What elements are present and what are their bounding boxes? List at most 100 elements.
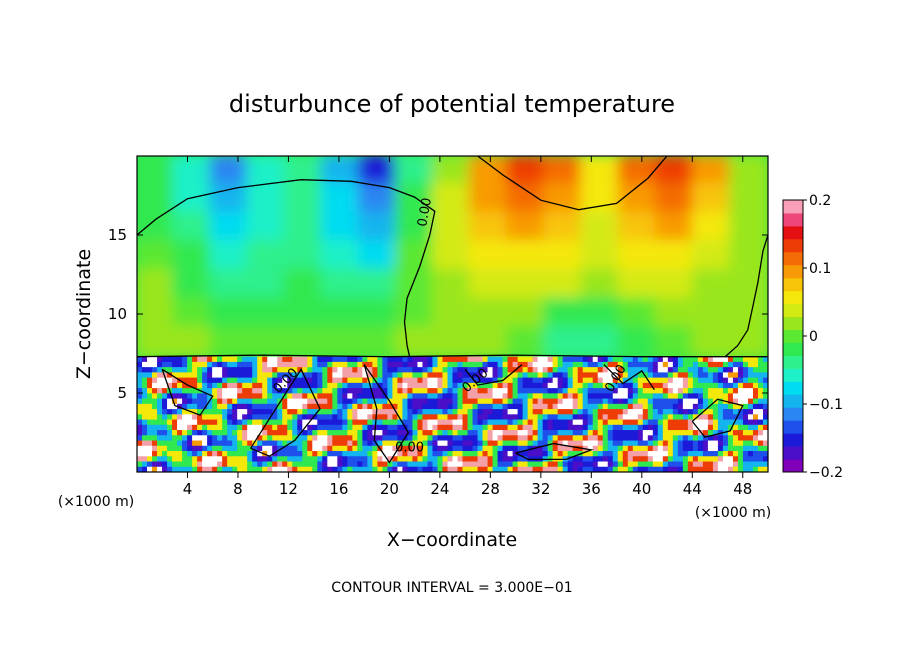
field-cell <box>242 435 248 442</box>
x-tick-label: 8 <box>233 480 243 498</box>
field-cell <box>747 445 754 452</box>
field-cell <box>477 356 484 363</box>
field-cell <box>322 430 328 436</box>
field-cell <box>757 430 764 436</box>
field-cell <box>512 456 519 463</box>
field-cell <box>187 377 193 384</box>
field-cell <box>737 377 744 384</box>
field-cell <box>582 430 589 436</box>
field-cell <box>292 445 298 452</box>
field-cell <box>352 403 358 410</box>
field-cell <box>142 440 148 447</box>
field-cell <box>272 451 278 457</box>
field-cell <box>572 435 579 442</box>
field-cell <box>212 430 218 436</box>
field-cell <box>482 382 489 389</box>
field-cell <box>222 377 228 384</box>
field-cell <box>342 377 348 384</box>
field-cell <box>677 367 684 373</box>
field-cell <box>227 419 233 426</box>
field-cell <box>762 440 768 447</box>
field-cell <box>312 372 318 379</box>
field-cell <box>572 393 579 400</box>
field-cell <box>737 456 744 463</box>
field-cell <box>447 398 454 405</box>
field-cell <box>262 414 268 421</box>
field-cell <box>442 430 449 436</box>
field-cell <box>362 445 368 452</box>
field-cell <box>352 414 358 421</box>
colorbar-swatch <box>783 303 803 318</box>
field-cell <box>592 456 599 463</box>
field-cell <box>272 430 278 436</box>
field-cell <box>162 461 168 468</box>
field-cell <box>242 440 248 447</box>
field-cell <box>342 409 348 415</box>
field-cell <box>702 456 709 463</box>
field-cell <box>342 424 348 431</box>
field-cell <box>572 409 579 415</box>
field-cell <box>627 367 634 373</box>
x-axis-label: X−coordinate <box>387 529 517 551</box>
field-cell <box>157 372 163 379</box>
field-cell <box>287 461 293 468</box>
field-cell <box>182 388 188 394</box>
field-cell <box>506 297 548 330</box>
field-cell <box>747 414 754 421</box>
field-cell <box>467 403 474 410</box>
field-cell <box>247 419 253 426</box>
field-cell <box>452 440 459 447</box>
field-cell <box>717 377 724 384</box>
field-cell <box>182 456 188 463</box>
field-cell <box>167 435 173 442</box>
field-cell <box>182 414 188 421</box>
field-cell <box>387 430 394 436</box>
field-cell <box>642 461 649 468</box>
field-cell <box>577 382 584 389</box>
field-cell <box>337 461 343 468</box>
field-cell <box>647 403 654 410</box>
field-cell <box>342 445 348 452</box>
field-cell <box>447 440 454 447</box>
field-cell <box>487 388 494 394</box>
field-cell <box>467 367 474 373</box>
field-cell <box>447 456 454 463</box>
field-cell <box>492 451 499 457</box>
field-cell <box>152 466 158 472</box>
field-cell <box>542 382 549 389</box>
contour-line <box>250 367 321 457</box>
field-cell <box>352 445 358 452</box>
field-cell <box>407 388 414 394</box>
field-cell <box>607 377 614 384</box>
field-cell <box>482 398 489 405</box>
field-cell <box>512 398 519 405</box>
field-cell <box>512 445 519 452</box>
field-cell <box>572 440 579 447</box>
field-cell <box>632 382 639 389</box>
field-cell <box>677 409 684 415</box>
field-cell <box>207 382 213 389</box>
field-cell <box>397 456 404 463</box>
field-cell <box>312 409 318 415</box>
field-cell <box>152 461 158 468</box>
field-cell <box>177 451 183 457</box>
field-cell <box>517 435 524 442</box>
field-cell <box>372 466 378 472</box>
field-cell <box>447 414 454 421</box>
field-cell <box>487 403 494 410</box>
field-cell <box>382 451 388 457</box>
field-cell <box>532 388 539 394</box>
field-cell <box>272 409 278 415</box>
field-cell <box>347 414 353 421</box>
field-cell <box>317 445 323 452</box>
field-cell <box>662 372 669 379</box>
field-cell <box>137 466 143 472</box>
field-cell <box>272 356 278 363</box>
colorbar-swatch <box>783 407 803 421</box>
field-cell <box>172 456 178 463</box>
field-cell <box>422 456 429 463</box>
field-cell <box>197 424 203 431</box>
field-cell <box>272 361 278 368</box>
field-cell <box>582 435 589 442</box>
field-cell <box>447 466 454 472</box>
